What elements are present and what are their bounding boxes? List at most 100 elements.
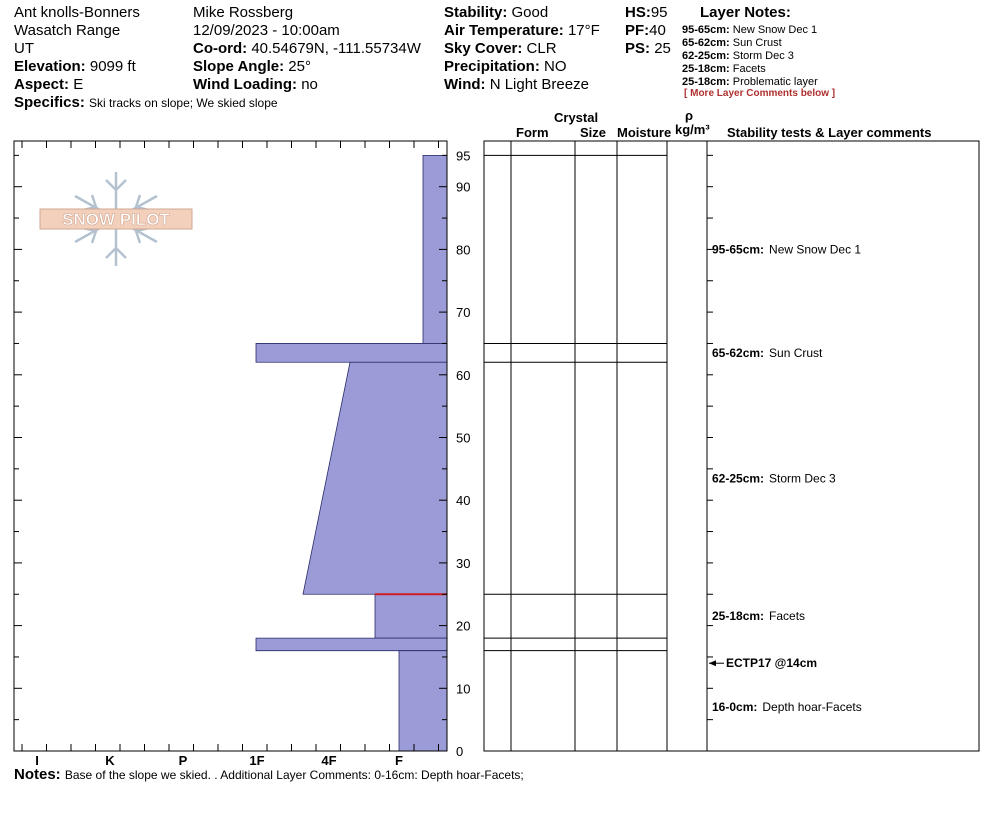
size-header: Size [580,125,606,140]
layer-note-text: New Snow Dec 1 [732,24,818,36]
density-unit-header: kg/m³ [675,122,710,137]
specifics-value: Ski tracks on slope; We skied slope [89,96,278,110]
notes-label: Notes: [14,766,61,783]
slope-row: Slope Angle: 25° [193,58,311,75]
layer-comment-range: 95-65cm: [712,242,764,256]
hardness-label: 4F [321,753,336,768]
y-tick-label: 0 [456,744,463,759]
sky-row: Sky Cover: CLR [444,40,557,57]
hs-label: HS: [625,4,651,21]
air-temp-label: Air Temperature: [444,22,564,39]
air-temp-row: Air Temperature: 17°F [444,22,600,39]
precip-label: Precipitation: [444,58,540,75]
hardness-layer-4 [374,593,448,639]
layer-comment: 62-25cm: Storm Dec 3 [712,471,836,485]
coord-label: Co-ord: [193,40,248,57]
sky-label: Sky Cover: [444,40,523,57]
layer-comment: 16-0cm: Depth hoar-Facets [712,700,862,714]
layer-comment-text: Sun Crust [769,346,823,360]
elevation-value: 9099 ft [89,58,136,75]
layer-note-text: Sun Crust [732,37,782,49]
ps-value: 25 [654,40,671,57]
wind-label: Wind: [444,76,486,93]
layer-notes-title: Layer Notes: [700,4,791,21]
wind-loading-row: Wind Loading: no [193,76,318,93]
layer-comment-range: 16-0cm: [712,700,757,714]
sky-value: CLR [526,40,557,57]
layer-note-text: Facets [732,63,766,75]
hardness-layer-6 [398,650,448,752]
hardness-layer-2 [255,343,448,363]
layer-comment-range: 25-18cm: [712,609,764,623]
layer-comment-text: Storm Dec 3 [769,471,836,485]
y-tick-label: 95 [456,148,470,163]
hardness-plot-frame [13,140,448,752]
slope-label: Slope Angle: [193,58,285,75]
wind-value: N Light Breeze [489,76,589,93]
y-tick-label: 10 [456,681,470,696]
range-name: Wasatch Range [14,22,121,39]
coord-value: 40.54679N, -111.55734W [251,40,421,57]
pf-label: PF: [625,22,650,39]
elevation-row: Elevation: 9099 ft [14,58,136,75]
layer-note-text: Problematic layer [732,76,818,88]
logo-text: SNOW PILOT [62,210,170,229]
y-tick-label: 60 [456,368,470,383]
layer-comment: 25-18cm: Facets [712,609,805,623]
layer-note-3: 62-25cm: Storm Dec 3 [682,50,794,62]
pf-value: 40 [649,22,666,39]
y-tick-label: 30 [456,556,470,571]
hardness-layer-5 [255,637,448,652]
y-tick-label: 70 [456,305,470,320]
layer-comment-range: 65-62cm: [712,346,764,360]
layer-note-4: 25-18cm: Facets [682,63,766,75]
wind-row: Wind: N Light Breeze [444,76,589,93]
layer-note-range: 25-18cm: [682,76,730,88]
aspect-row: Aspect: E [14,76,83,93]
layer-note-2: 65-62cm: Sun Crust [682,37,782,49]
crystal-header: Crystal [554,110,598,125]
hardness-label: K [105,753,115,768]
layer-comment-text: New Snow Dec 1 [769,242,861,256]
layer-comment-text: Depth hoar-Facets [762,700,861,714]
layer-note-1: 95-65cm: New Snow Dec 1 [682,24,817,36]
hardness-layer-3 [302,361,448,595]
layer-note-text: Storm Dec 3 [732,50,794,62]
specifics-label: Specifics: [14,94,85,111]
stability-value: Good [511,4,549,21]
slope-value: 25° [288,58,311,75]
hs-value: 95 [650,4,668,21]
layer-comment: 65-62cm: Sun Crust [712,346,823,360]
ps-label: PS: [625,40,651,57]
notes-value: Base of the slope we skied. . Additional… [64,768,524,782]
logo-banner [39,208,193,230]
layer-note-range: 62-25cm: [682,50,730,62]
more-layer-comments-link[interactable]: [ More Layer Comments below ] [684,88,836,99]
layer-note-range: 95-65cm: [682,24,730,36]
layer-note-5: 25-18cm: Problematic layer [682,76,818,88]
layer-comment-range: 62-25cm: [712,471,764,485]
observer-name: Mike Rossberg [193,4,294,21]
moisture-header: Moisture [617,125,671,140]
coord-row: Co-ord: 40.54679N, -111.55734W [193,40,421,57]
layer-table-frame [483,140,980,752]
wind-loading-label: Wind Loading: [193,76,298,93]
location-name: Ant knolls-Bonners [14,4,140,21]
y-tick-label: 20 [456,619,470,634]
state-name: UT [14,40,34,57]
aspect-label: Aspect: [14,76,70,93]
layer-note-range: 25-18cm: [682,63,730,75]
snowpilot-logo: SNOW PILOT [39,172,193,266]
notes-row: Notes: Base of the slope we skied. . Add… [14,766,524,783]
hardness-label: I [35,753,39,768]
y-tick-label: 90 [456,180,470,195]
stability-header: Stability tests & Layer comments [727,125,931,140]
precip-row: Precipitation: NO [444,58,567,75]
hardness-label: 1F [249,753,264,768]
stability-test-label: ECTP17 @14cm [726,656,817,670]
hs-row: HS:95 [625,4,668,21]
aspect-value: E [73,76,84,93]
y-tick-label: 50 [456,431,470,446]
precip-value: NO [544,58,567,75]
